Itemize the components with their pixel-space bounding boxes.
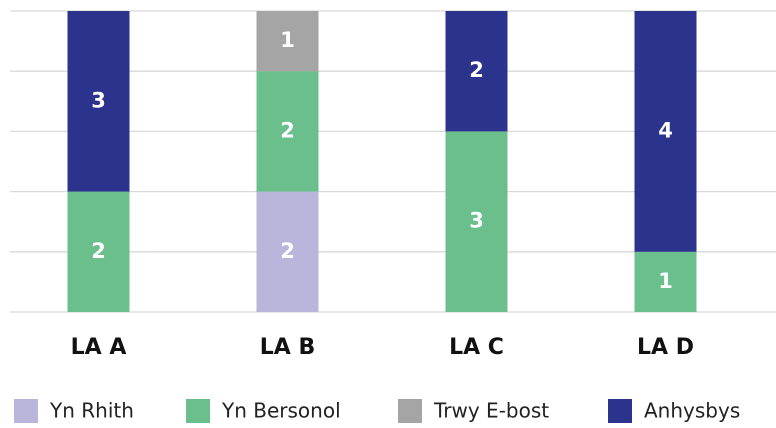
legend-swatch xyxy=(608,399,632,423)
data-label: 1 xyxy=(280,28,295,52)
bar-segment xyxy=(256,71,319,192)
data-label: 3 xyxy=(91,88,106,112)
data-label: 2 xyxy=(280,118,295,142)
data-label: 2 xyxy=(91,239,106,263)
legend-label: Trwy E-bost xyxy=(433,399,549,423)
x-tick-label: LA A xyxy=(71,335,127,360)
x-tick-label: LA B xyxy=(260,335,315,360)
legend-label: Yn Rhith xyxy=(49,399,134,423)
x-tick-label: LA D xyxy=(637,335,694,360)
data-label: 4 xyxy=(658,118,673,142)
legend-swatch xyxy=(14,399,38,423)
bar-segment xyxy=(67,191,130,312)
data-label: 1 xyxy=(658,269,673,293)
bar-segment xyxy=(256,191,319,312)
x-tick-label: LA C xyxy=(449,335,504,360)
bar-segment xyxy=(634,251,697,312)
bar-segment xyxy=(634,11,697,252)
data-label: 3 xyxy=(469,209,484,233)
bar-segment xyxy=(256,11,319,72)
bar-segment xyxy=(67,11,130,192)
legend-label: Anhysbys xyxy=(644,399,740,423)
legend-label: Yn Bersonol xyxy=(221,399,341,423)
data-label: 2 xyxy=(280,239,295,263)
data-label: 2 xyxy=(469,58,484,82)
bar-segment xyxy=(445,11,508,132)
legend-swatch xyxy=(186,399,210,423)
bar-segment xyxy=(445,131,508,312)
legend-swatch xyxy=(398,399,422,423)
